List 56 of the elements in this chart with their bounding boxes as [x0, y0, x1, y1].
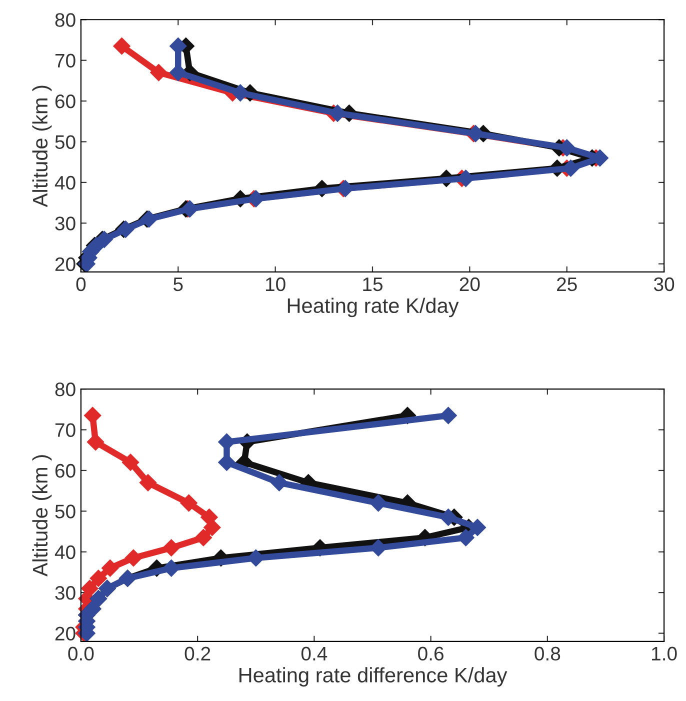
- y-axis-title: Altitude (km ): [32, 455, 52, 577]
- point: [113, 38, 130, 55]
- y-tick-label: 30: [55, 586, 76, 600]
- x-tick-label: 10: [266, 277, 286, 292]
- x-tick-label: 0.2: [184, 646, 210, 661]
- y-tick-label: 40: [54, 176, 76, 190]
- point: [247, 549, 264, 567]
- point: [558, 139, 576, 156]
- point: [150, 64, 168, 82]
- y-tick-label: 30: [55, 216, 76, 230]
- y-tick-label: 70: [55, 423, 76, 437]
- x-tick-label: 0.8: [534, 646, 560, 661]
- point: [328, 104, 346, 122]
- point: [86, 433, 104, 451]
- point: [84, 406, 102, 424]
- x-tick-label: 25: [557, 277, 577, 292]
- x-tick-label: 0.6: [418, 646, 444, 661]
- x-tick-label: 1.0: [652, 646, 677, 661]
- y-tick-label: 50: [55, 504, 76, 518]
- point: [562, 160, 580, 177]
- point: [162, 539, 180, 556]
- point: [232, 84, 249, 102]
- point: [139, 474, 157, 492]
- x-axis-title: Heating rate difference K/day: [239, 667, 508, 687]
- point: [102, 560, 119, 577]
- x-tick-label: 15: [363, 278, 382, 292]
- point: [440, 406, 457, 424]
- point: [162, 560, 180, 577]
- x-axis-title: Heating rate K/day: [288, 298, 459, 318]
- y-tick-label: 80: [55, 13, 76, 27]
- x-tick-label: 0.4: [301, 646, 328, 661]
- y-tick-label: 60: [55, 464, 76, 478]
- y-axis-title: Altitude (km ): [32, 86, 52, 208]
- y-tick-label: 60: [55, 94, 76, 108]
- x-tick-label: 0.0: [68, 646, 94, 661]
- point: [180, 494, 198, 512]
- point: [194, 529, 212, 546]
- point: [468, 518, 486, 536]
- point: [117, 220, 134, 238]
- y-tick-label: 20: [55, 257, 76, 272]
- y-tick-label: 80: [55, 382, 76, 396]
- point: [370, 494, 387, 512]
- x-tick-label: 5: [174, 278, 183, 292]
- x-tick-label: 30: [654, 277, 674, 292]
- x-tick-label: 20: [460, 277, 480, 292]
- y-tick-label: 70: [55, 54, 76, 68]
- point: [122, 454, 140, 471]
- x-tick-label: 0: [76, 277, 86, 292]
- y-tick-label: 50: [55, 135, 76, 149]
- point: [90, 570, 107, 587]
- point: [457, 529, 474, 546]
- point: [440, 508, 457, 526]
- point: [124, 549, 142, 567]
- y-tick-label: 40: [54, 545, 76, 560]
- point: [270, 474, 288, 492]
- y-tick-label: 20: [55, 626, 76, 641]
